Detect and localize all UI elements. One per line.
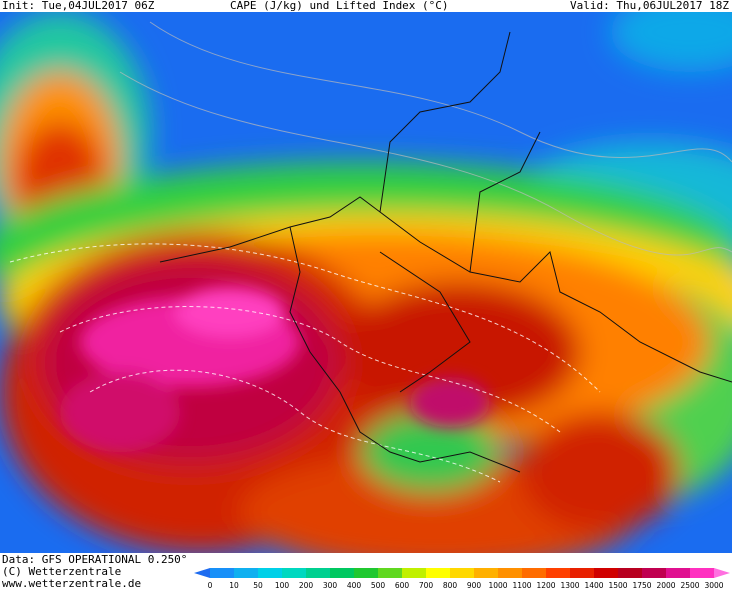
legend-tick-label: 2500 (680, 581, 699, 590)
legend-band (498, 568, 523, 578)
legend-band (642, 568, 667, 578)
legend-band (234, 568, 259, 578)
legend-tick-label: 700 (419, 581, 434, 590)
legend-band (594, 568, 619, 578)
legend-tick-label: 1300 (560, 581, 579, 590)
legend-band (618, 568, 643, 578)
legend-tick-label: 10 (229, 581, 239, 590)
copyright: (C) Wetterzentrale (2, 565, 122, 578)
legend-band (258, 568, 283, 578)
legend-band (378, 568, 403, 578)
map-title: CAPE (J/kg) und Lifted Index (°C) (230, 0, 449, 12)
legend-band (690, 568, 715, 578)
legend-tick-label: 1200 (536, 581, 555, 590)
borders (159, 31, 732, 473)
legend-band (666, 568, 691, 578)
legend-tick-label: 600 (395, 581, 410, 590)
map (0, 12, 732, 553)
legend-band (282, 568, 307, 578)
legend-band (354, 568, 379, 578)
legend-band (474, 568, 499, 578)
legend-tick-label: 400 (347, 581, 362, 590)
color-legend: 0 10 50 100 200 300 400 500 600 700 800 900 1000 1100… (194, 568, 730, 590)
legend-tick-label: 2000 (656, 581, 675, 590)
legend-band (570, 568, 595, 578)
legend-tick-label: 1000 (488, 581, 507, 590)
data-source: Data: GFS OPERATIONAL 0.250° (2, 553, 188, 566)
legend-tick-label: 500 (371, 581, 386, 590)
legend-band (450, 568, 475, 578)
legend-tick-label: 1100 (512, 581, 531, 590)
legend-tick-label: 0 (208, 581, 213, 590)
legend-arrow-low (194, 568, 210, 578)
legend-band (210, 568, 235, 578)
website: www.wetterzentrale.de (2, 577, 142, 590)
legend-tick-label: 300 (323, 581, 338, 590)
legend-band (522, 568, 547, 578)
legend-tick-label: 50 (253, 581, 263, 590)
legend-band (330, 568, 355, 578)
legend-tick-label: 800 (443, 581, 458, 590)
legend-tick-label: 3000 (704, 581, 723, 590)
legend-tick-label: 100 (275, 581, 290, 590)
legend-band (402, 568, 427, 578)
legend-band (546, 568, 571, 578)
legend-tick-label: 200 (299, 581, 314, 590)
cape-field (0, 12, 732, 553)
legend-tick-label: 1500 (608, 581, 627, 590)
legend-tick-label: 900 (467, 581, 482, 590)
valid-time: Valid: Thu,06JUL2017 18Z (570, 0, 729, 12)
legend-tick-label: 1750 (632, 581, 651, 590)
legend-tick-label: 1400 (584, 581, 603, 590)
legend-band (306, 568, 331, 578)
lifted-index-contours (9, 243, 601, 483)
legend-arrow-high (714, 568, 730, 578)
init-time: Init: Tue,04JUL2017 06Z (2, 0, 155, 12)
legend-band (426, 568, 451, 578)
